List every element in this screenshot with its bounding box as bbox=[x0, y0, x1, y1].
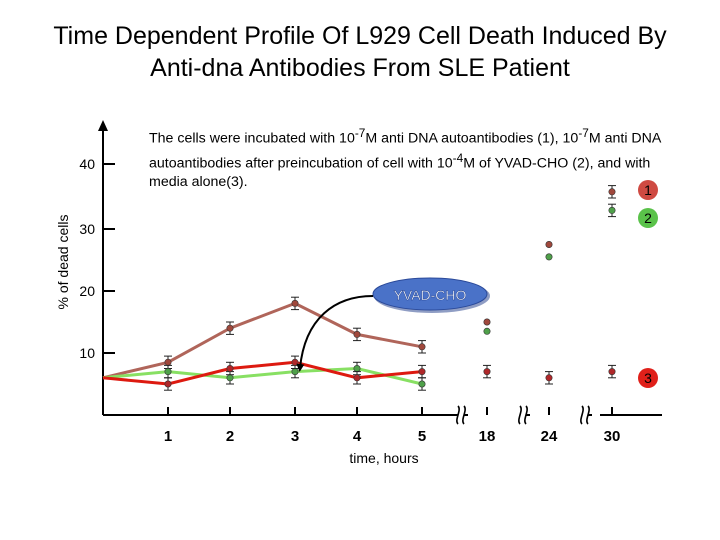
data-point bbox=[483, 318, 491, 326]
annotation-group: YVAD-CHO bbox=[296, 277, 490, 372]
note-exponent-1: -7 bbox=[354, 126, 366, 140]
data-point bbox=[226, 374, 234, 382]
chart-title-line-1: Time Dependent Profile Of L929 Cell Deat… bbox=[53, 22, 667, 50]
data-point bbox=[353, 330, 361, 338]
data-point bbox=[226, 364, 234, 372]
x-tick-label: 3 bbox=[291, 428, 299, 445]
data-point bbox=[291, 368, 299, 376]
data-point bbox=[483, 327, 491, 335]
axis-break bbox=[524, 405, 528, 425]
x-tick-label: 1 bbox=[164, 428, 172, 445]
data-point bbox=[164, 358, 172, 366]
note-text-2: M anti DNA autoantibodies (1), 10 bbox=[365, 130, 579, 147]
y-axis-label: % of dead cells bbox=[55, 215, 71, 310]
axis-break bbox=[586, 405, 590, 425]
x-tick-label: 2 bbox=[226, 428, 234, 445]
data-point bbox=[418, 368, 426, 376]
annotation-label: YVAD-CHO bbox=[394, 287, 467, 303]
data-point bbox=[164, 380, 172, 388]
data-point bbox=[353, 364, 361, 372]
data-point bbox=[291, 358, 299, 366]
note-text-4: M of YVAD-CHO (2), and with media alone(… bbox=[149, 155, 651, 191]
y-tick-label: 40 bbox=[79, 156, 95, 172]
note-text-3: M anti DNA autoantibodies after preincub… bbox=[149, 130, 661, 172]
note-exponent-2: -7 bbox=[578, 126, 589, 140]
data-point bbox=[545, 253, 553, 261]
axis-break bbox=[580, 405, 584, 425]
series-line bbox=[102, 360, 423, 386]
data-point bbox=[545, 241, 553, 249]
series-line bbox=[102, 366, 423, 386]
y-tick-label: 10 bbox=[79, 345, 95, 361]
x-tick-label: 18 bbox=[479, 428, 496, 445]
note-text-1: The cells were incubated with 10 bbox=[149, 130, 355, 147]
series-badge bbox=[638, 208, 658, 228]
y-tick-label: 20 bbox=[79, 283, 95, 299]
chart-title: Time Dependent Profile Of L929 Cell Deat… bbox=[0, 20, 720, 84]
axis-break bbox=[518, 405, 522, 425]
data-point bbox=[353, 374, 361, 382]
series-badge bbox=[638, 368, 658, 388]
x-tick-label: 30 bbox=[604, 428, 621, 445]
x-axis-label: time, hours bbox=[349, 450, 418, 466]
data-point bbox=[418, 380, 426, 388]
axis-break bbox=[462, 405, 466, 425]
y-tick-label: 30 bbox=[79, 221, 95, 237]
data-point bbox=[418, 343, 426, 351]
data-point bbox=[164, 368, 172, 376]
annotation-arrow bbox=[296, 295, 374, 372]
series-line bbox=[102, 301, 423, 380]
experiment-note: The cells were incubated with 10-7M anti… bbox=[149, 124, 669, 192]
data-point bbox=[608, 188, 616, 196]
series-badge-label: 3 bbox=[644, 370, 652, 386]
axis-break bbox=[456, 405, 460, 425]
x-tick-label: 24 bbox=[541, 428, 558, 445]
data-point bbox=[226, 324, 234, 332]
x-tick-label: 5 bbox=[418, 428, 426, 445]
data-point bbox=[483, 368, 491, 376]
data-point bbox=[545, 374, 553, 382]
data-point bbox=[608, 206, 616, 214]
annotation-bubble bbox=[372, 277, 488, 311]
series-badge-label: 1 bbox=[644, 182, 652, 198]
series-badge-label: 2 bbox=[644, 210, 652, 226]
x-tick-label: 4 bbox=[353, 428, 362, 445]
chart-title-line-2: Anti-dna Antibodies From SLE Patient bbox=[150, 54, 570, 82]
y-axis-arrow bbox=[98, 120, 108, 131]
axes: 10 20 30 40 % of dead cells 1 2 3 4 5 18 24 30 time, … bbox=[55, 120, 662, 466]
series-group: 1 2 3 bbox=[102, 180, 658, 391]
series-badge bbox=[638, 180, 658, 200]
data-point bbox=[608, 368, 616, 376]
note-exponent-3: -4 bbox=[452, 150, 464, 165]
data-point bbox=[291, 299, 299, 307]
